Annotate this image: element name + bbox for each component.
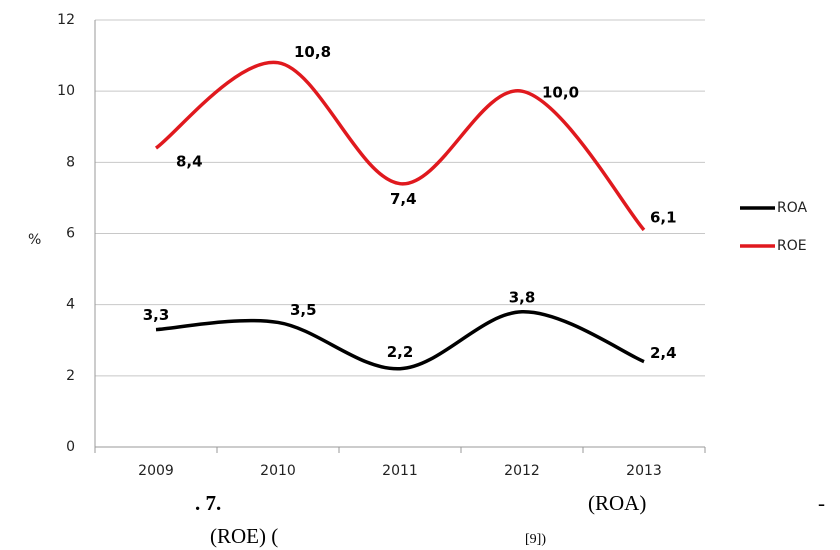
y-axis-label: % xyxy=(28,232,41,248)
y-tick-label: 4 xyxy=(66,297,75,313)
y-tick-label: 2 xyxy=(66,368,75,384)
data-label: 10,8 xyxy=(294,43,331,61)
legend-label: ROE xyxy=(777,238,807,254)
caption-text: (ROE) ( xyxy=(210,524,278,548)
data-label: 2,2 xyxy=(387,343,414,361)
y-tick-label: 8 xyxy=(66,154,75,170)
x-tick-label: 2010 xyxy=(260,463,296,479)
legend-label: ROA xyxy=(777,200,808,216)
data-label: 3,3 xyxy=(143,306,170,324)
x-tick-label: 2013 xyxy=(626,463,662,479)
series-line xyxy=(154,60,646,232)
caption-text: - xyxy=(818,491,825,515)
x-tick-label: 2011 xyxy=(382,463,418,479)
data-label: 7,4 xyxy=(390,190,417,208)
data-label: 3,8 xyxy=(509,288,536,306)
x-tick-label: 2012 xyxy=(504,463,540,479)
y-tick-label: 10 xyxy=(57,83,75,99)
y-tick-label: 0 xyxy=(66,439,75,455)
x-tick-label: 2009 xyxy=(138,463,174,479)
data-label: 8,4 xyxy=(176,153,203,171)
y-tick-label: 12 xyxy=(57,12,75,28)
caption-text: (ROA) xyxy=(588,491,646,515)
data-label: 3,5 xyxy=(290,301,317,319)
data-label: 6,1 xyxy=(650,208,677,226)
caption-number: . 7. xyxy=(195,491,221,515)
data-label: 10,0 xyxy=(542,84,579,102)
caption-text: [9]) xyxy=(525,532,546,547)
y-tick-label: 6 xyxy=(66,226,75,242)
data-label: 2,4 xyxy=(650,344,677,362)
series-line xyxy=(155,310,645,371)
